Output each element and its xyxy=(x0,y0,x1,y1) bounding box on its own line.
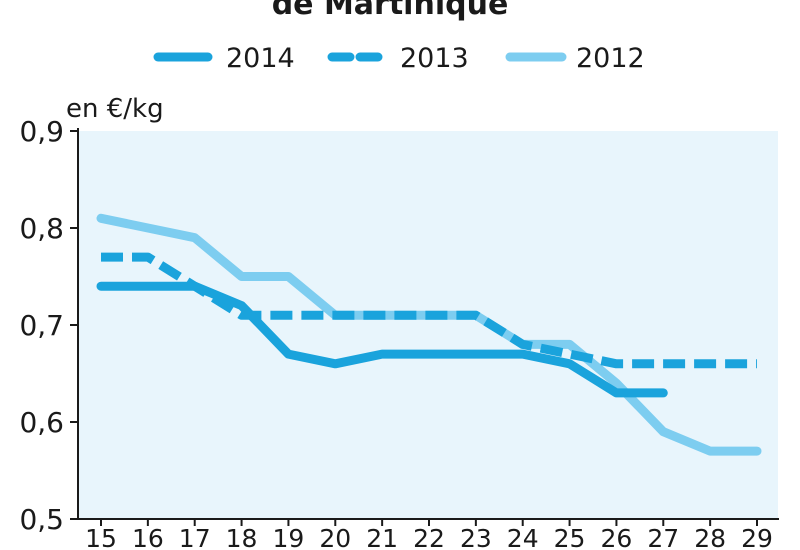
legend-label-2013: 2013 xyxy=(400,43,469,74)
legend-label-2014: 2014 xyxy=(226,43,295,74)
x-tick-label: 26 xyxy=(601,524,633,550)
x-tick-label: 27 xyxy=(647,524,679,550)
x-tick-label: 21 xyxy=(366,524,398,550)
y-tick-label: 0,8 xyxy=(19,212,64,245)
legend-label-2012: 2012 xyxy=(576,43,645,74)
y-tick-label: 0,6 xyxy=(19,406,64,439)
legend: 2014 2013 2012 xyxy=(153,43,645,74)
x-tick-label: 18 xyxy=(226,524,258,550)
x-tick-label: 20 xyxy=(319,524,351,550)
x-tick-label: 19 xyxy=(273,524,305,550)
tick-layer: 0,5 0,6 0,7 0,8 0,9 15 16 17 18 19 20 21 22 23 24 25 26 2… xyxy=(19,115,772,550)
x-tick-label: 25 xyxy=(554,524,586,550)
x-tick-label: 28 xyxy=(694,524,726,550)
plot-area xyxy=(78,131,778,519)
series-line-2014 xyxy=(96,281,668,398)
y-tick-label: 0,7 xyxy=(19,309,64,342)
x-tick-label: 29 xyxy=(741,524,773,550)
y-tick-label: 0,9 xyxy=(19,115,64,148)
x-tick-label: 15 xyxy=(85,524,117,550)
series-line-2013 xyxy=(101,252,757,369)
x-tick-label: 16 xyxy=(132,524,164,550)
chart-title: de Martinique xyxy=(272,0,509,22)
x-tick-label: 22 xyxy=(413,524,445,550)
x-tick-label: 24 xyxy=(507,524,539,550)
x-tick-label: 23 xyxy=(460,524,492,550)
x-tick-label: 17 xyxy=(179,524,211,550)
y-axis-unit: en €/kg xyxy=(66,94,164,124)
series-layer xyxy=(96,213,762,456)
y-tick-label: 0,5 xyxy=(19,503,64,536)
